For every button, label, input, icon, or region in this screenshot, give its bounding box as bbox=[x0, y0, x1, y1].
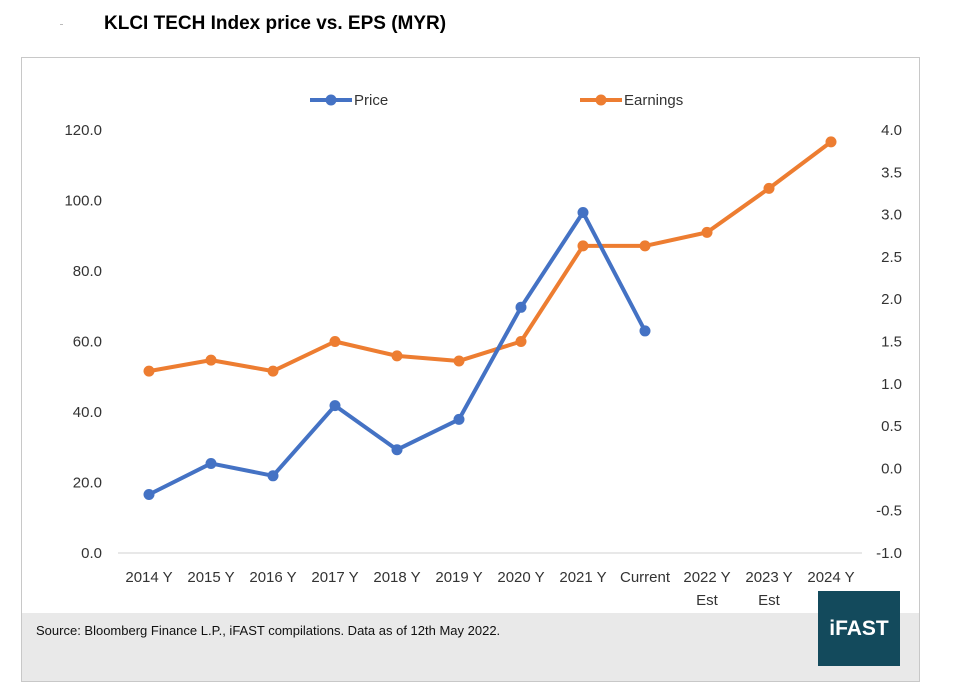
legend-label: Earnings bbox=[624, 92, 683, 109]
data-point-price bbox=[143, 488, 155, 500]
x-tick-label: 2014 Y bbox=[125, 569, 172, 586]
corner-mark bbox=[60, 24, 63, 25]
data-point-earnings bbox=[143, 365, 155, 377]
x-tick-label: 2021 Y bbox=[559, 569, 606, 586]
x-tick-label: 2018 Y bbox=[373, 569, 420, 586]
data-point-price bbox=[205, 457, 217, 469]
y-right-tick-label: 4.0 bbox=[881, 122, 902, 139]
x-tick-label: 2022 Y bbox=[683, 569, 730, 586]
data-point-earnings bbox=[329, 336, 341, 347]
source-note: Source: Bloomberg Finance L.P., iFAST co… bbox=[36, 623, 501, 638]
data-point-earnings bbox=[577, 240, 589, 252]
chart-title: KLCI TECH Index price vs. EPS (MYR) bbox=[104, 13, 447, 34]
data-point-earnings bbox=[453, 355, 465, 367]
y-right-tick-label: -0.5 bbox=[876, 503, 902, 520]
legend-swatch-marker bbox=[325, 94, 337, 106]
data-point-price bbox=[453, 413, 465, 425]
y-right-tick-label: 3.5 bbox=[881, 164, 902, 181]
x-tick-label: Est bbox=[758, 592, 781, 609]
data-point-earnings bbox=[701, 226, 713, 238]
y-left-tick-label: 0.0 bbox=[81, 545, 102, 562]
y-right-tick-label: 2.5 bbox=[881, 249, 902, 266]
ifast-logo: iFAST bbox=[818, 591, 900, 666]
data-point-price bbox=[515, 301, 527, 313]
y-right-tick-label: 1.0 bbox=[881, 376, 902, 393]
data-point-price bbox=[639, 325, 651, 337]
data-point-earnings bbox=[205, 354, 217, 366]
x-tick-label: 2016 Y bbox=[249, 569, 296, 586]
y-left-tick-label: 20.0 bbox=[73, 475, 102, 492]
y-left-tick-label: 60.0 bbox=[73, 334, 102, 351]
legend-swatch-marker bbox=[595, 94, 607, 106]
x-tick-label: 2017 Y bbox=[311, 569, 358, 586]
data-point-price bbox=[329, 400, 341, 412]
y-right-tick-label: 0.0 bbox=[881, 460, 902, 477]
y-left-tick-label: 40.0 bbox=[73, 404, 102, 421]
series-line-earnings bbox=[147, 139, 833, 374]
data-point-earnings bbox=[267, 365, 279, 377]
y-left-tick-label: 100.0 bbox=[64, 193, 102, 210]
x-tick-label: Est bbox=[696, 592, 719, 609]
data-point-earnings bbox=[515, 336, 527, 347]
data-point-earnings bbox=[763, 182, 775, 194]
y-right-tick-label: 1.5 bbox=[881, 334, 902, 351]
y-right-tick-label: 0.5 bbox=[881, 418, 902, 435]
x-tick-label: 2023 Y bbox=[745, 569, 792, 586]
data-point-price bbox=[577, 206, 589, 218]
x-tick-label: Current bbox=[620, 569, 671, 586]
data-point-earnings bbox=[639, 240, 651, 252]
data-point-earnings bbox=[825, 136, 837, 148]
data-point-price bbox=[267, 470, 279, 482]
x-tick-label: 2019 Y bbox=[435, 569, 482, 586]
chart-frame bbox=[21, 57, 920, 682]
source-band bbox=[22, 613, 919, 681]
data-point-price bbox=[391, 444, 403, 456]
y-left-tick-label: 120.0 bbox=[64, 122, 102, 139]
y-left-tick-label: 80.0 bbox=[73, 263, 102, 280]
y-right-tick-label: 2.0 bbox=[881, 291, 902, 308]
y-right-tick-label: -1.0 bbox=[876, 545, 902, 562]
data-point-earnings bbox=[391, 350, 403, 362]
x-tick-label: 2020 Y bbox=[497, 569, 544, 586]
y-right-tick-label: 3.0 bbox=[881, 207, 902, 224]
legend-label: Price bbox=[354, 92, 388, 109]
x-tick-label: 2015 Y bbox=[187, 569, 234, 586]
x-tick-label: 2024 Y bbox=[807, 569, 854, 586]
